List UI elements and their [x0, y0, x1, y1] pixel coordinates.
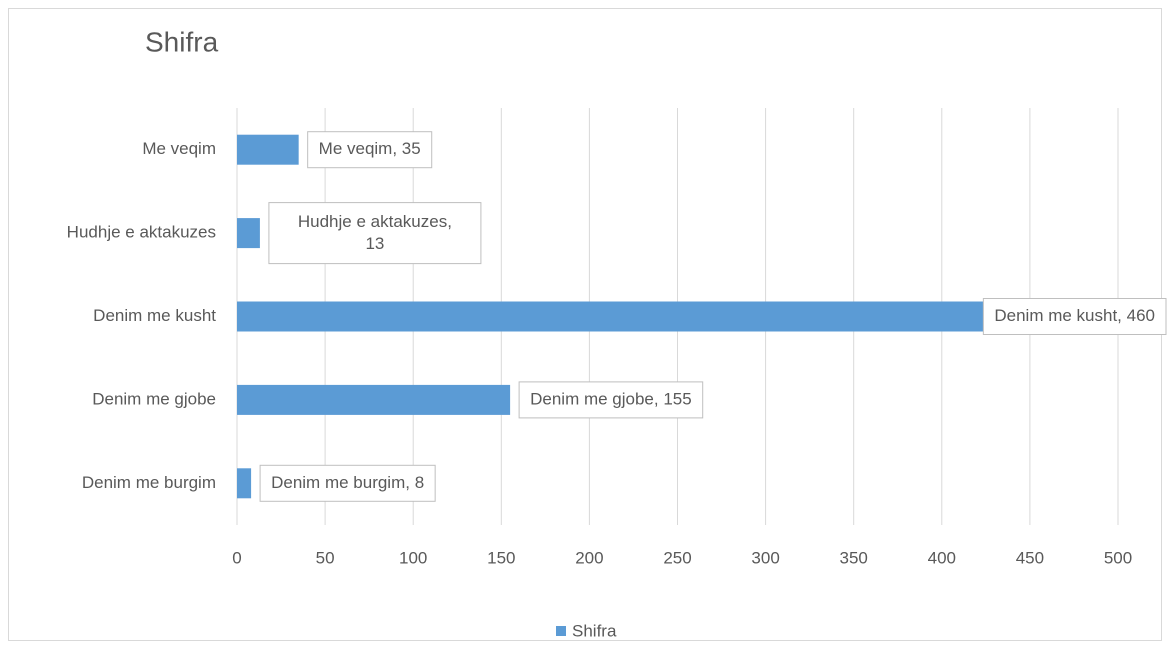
data-label-text: Hudhje e aktakuzes, 13 [298, 212, 452, 253]
y-tick-label: Denim me gjobe [92, 389, 216, 408]
y-tick-label: Denim me burgim [82, 473, 216, 492]
data-label-box [982, 298, 1167, 335]
data-label: Denim me burgim, 8 [259, 464, 436, 502]
y-tick-label: Hudhje e aktakuzes [67, 223, 216, 242]
x-tick-label: 50 [316, 548, 335, 567]
data-label-box [518, 381, 704, 419]
data-label: Denim me kusht, 460 [982, 298, 1167, 335]
y-tick-label: Me veqim [142, 139, 216, 158]
legend-label: Shifra [572, 621, 617, 640]
data-label-box [259, 464, 436, 502]
x-tick-label: 350 [840, 548, 868, 567]
bar [237, 468, 252, 499]
x-tick-label: 150 [487, 548, 515, 567]
bar [237, 134, 299, 165]
y-tick-label: Denim me kusht [93, 306, 216, 325]
chart-title: Shifra [145, 26, 219, 57]
x-tick-label: 500 [1104, 548, 1132, 567]
data-label-text: Denim me burgim, 8 [271, 473, 424, 492]
x-tick-label: 250 [663, 548, 691, 567]
x-tick-label: 300 [751, 548, 779, 567]
data-label: Hudhje e aktakuzes, 13 [268, 202, 482, 265]
legend-swatch [556, 626, 566, 636]
data-label-box [307, 131, 433, 169]
x-tick-label: 450 [1016, 548, 1044, 567]
data-label: Denim me gjobe, 155 [518, 381, 704, 419]
bar [237, 384, 511, 415]
x-tick-label: 400 [928, 548, 956, 567]
data-label: Me veqim, 35 [307, 131, 433, 169]
data-label-box [268, 202, 482, 265]
bar [237, 218, 260, 249]
x-tick-label: 0 [232, 548, 241, 567]
data-label-text: Denim me gjobe, 155 [530, 389, 692, 408]
data-label-text: Denim me kusht, 460 [994, 306, 1155, 325]
data-label-text: Me veqim, 35 [319, 139, 421, 158]
bar [237, 301, 1048, 332]
x-tick-label: 100 [399, 548, 427, 567]
x-tick-label: 200 [575, 548, 603, 567]
